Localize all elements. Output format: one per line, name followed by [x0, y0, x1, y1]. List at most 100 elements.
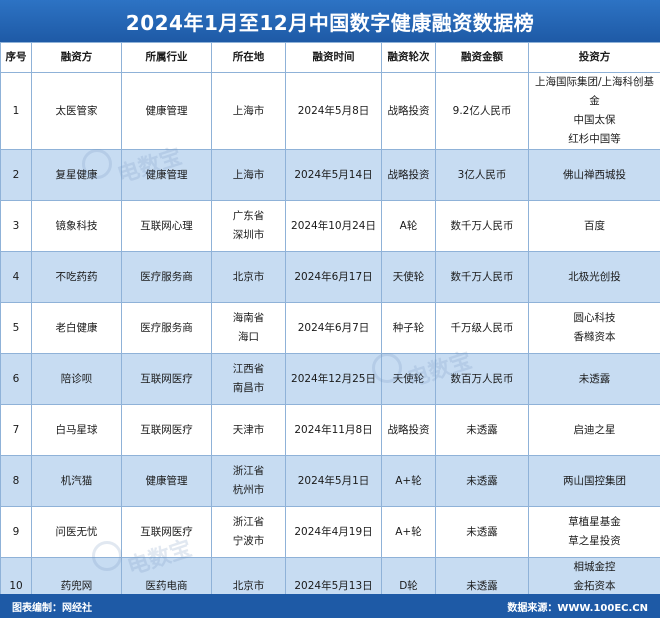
footer-bar: 图表编制：网经社 数据来源：WWW.100EC.CN	[0, 594, 660, 618]
cell-industry: 互联网医疗	[121, 353, 212, 405]
cell-location: 上海市	[211, 149, 286, 201]
cell-no: 2	[0, 149, 32, 201]
cell-round: 种子轮	[381, 302, 436, 354]
table-row: 1 太医管家 健康管理 上海市 2024年5月8日 战略投资 9.2亿人民币 上海国际集团/上…	[0, 72, 660, 150]
cell-no: 5	[0, 302, 32, 354]
cell-company: 不吃药药	[31, 251, 122, 303]
cell-investors-line: 上海国际集团/上海科创基金	[534, 76, 655, 107]
cell-round: 战略投资	[381, 404, 436, 456]
cell-investors-line: 香橼资本	[573, 331, 616, 343]
cell-industry: 互联网心理	[121, 200, 212, 252]
cell-location-line: 宁波市	[232, 535, 265, 547]
page-title: 2024年1月至12月中国数字健康融资数据榜	[125, 10, 535, 35]
cell-location-line: 天津市	[232, 423, 265, 436]
cell-date: 2024年5月1日	[285, 455, 382, 507]
financing-table: 序号 融资方 所属行业 所在地 融资时间 融资轮次 融资金额 投资方 1 太医管家…	[0, 42, 660, 616]
cell-round: 天使轮	[381, 353, 436, 405]
cell-investors-line: 草植星基金	[568, 516, 621, 528]
cell-industry: 医疗服务商	[121, 251, 212, 303]
header-company: 融资方	[31, 42, 122, 73]
cell-amount: 数千万人民币	[435, 251, 529, 303]
cell-date: 2024年5月14日	[285, 149, 382, 201]
cell-location: 广东省 深圳市	[211, 200, 286, 252]
cell-investors-line: 未透露	[578, 372, 611, 385]
footer-credit: 图表编制：网经社	[12, 602, 92, 614]
table-row: 8 机汽猫 健康管理 浙江省 杭州市 2024年5月1日 A+轮 未透露 两山国控集团	[0, 455, 660, 507]
cell-investors-line: 红杉中国等	[568, 133, 621, 145]
cell-investors-line: 圆心科技	[573, 312, 616, 324]
header-date: 融资时间	[285, 42, 382, 73]
cell-date: 2024年11月8日	[285, 404, 382, 456]
cell-industry: 健康管理	[121, 72, 212, 150]
cell-no: 9	[0, 506, 32, 558]
cell-date: 2024年4月19日	[285, 506, 382, 558]
cell-location: 浙江省 宁波市	[211, 506, 286, 558]
cell-round: 战略投资	[381, 72, 436, 150]
cell-industry: 互联网医疗	[121, 404, 212, 456]
cell-investors-line: 两山国控集团	[563, 474, 626, 487]
cell-location-line: 深圳市	[232, 229, 265, 241]
cell-industry: 健康管理	[121, 149, 212, 201]
table-row: 9 问医无忧 互联网医疗 浙江省 宁波市 2024年4月19日 A+轮 未透露 草植星基金 草之星…	[0, 506, 660, 558]
cell-amount: 未透露	[435, 455, 529, 507]
cell-no: 8	[0, 455, 32, 507]
cell-amount: 千万级人民币	[435, 302, 529, 354]
cell-investors: 上海国际集团/上海科创基金中国太保红杉中国等	[528, 72, 660, 150]
cell-investors: 启迪之星	[528, 404, 660, 456]
cell-amount: 未透露	[435, 506, 529, 558]
cell-date: 2024年6月7日	[285, 302, 382, 354]
cell-investors-line: 北极光创投	[568, 270, 621, 283]
cell-no: 7	[0, 404, 32, 456]
table-row: 4 不吃药药 医疗服务商 北京市 2024年6月17日 天使轮 数千万人民币 北极光创投	[0, 251, 660, 303]
cell-location-line: 江西省	[232, 363, 265, 375]
cell-round: 战略投资	[381, 149, 436, 201]
footer-source: 数据来源：WWW.100EC.CN	[507, 602, 648, 614]
cell-location-line: 北京市	[232, 270, 265, 283]
cell-amount: 数百万人民币	[435, 353, 529, 405]
cell-company: 白马星球	[31, 404, 122, 456]
cell-no: 4	[0, 251, 32, 303]
cell-no: 3	[0, 200, 32, 252]
cell-location-line: 上海市	[232, 104, 265, 117]
cell-no: 6	[0, 353, 32, 405]
cell-date: 2024年6月17日	[285, 251, 382, 303]
header-amount: 融资金额	[435, 42, 529, 73]
header-industry: 所属行业	[121, 42, 212, 73]
table-header-row: 序号 融资方 所属行业 所在地 融资时间 融资轮次 融资金额 投资方	[0, 42, 660, 73]
cell-investors-line: 中国太保	[573, 114, 616, 126]
header-round: 融资轮次	[381, 42, 436, 73]
cell-investors-line: 草之星投资	[568, 535, 621, 547]
cell-amount: 数千万人民币	[435, 200, 529, 252]
cell-location: 天津市	[211, 404, 286, 456]
cell-no: 1	[0, 72, 32, 150]
cell-industry: 健康管理	[121, 455, 212, 507]
cell-investors: 草植星基金草之星投资	[528, 506, 660, 558]
cell-investors-line: 金拓资本	[573, 580, 616, 592]
cell-amount: 3亿人民币	[435, 149, 529, 201]
cell-investors: 北极光创投	[528, 251, 660, 303]
cell-investors: 未透露	[528, 353, 660, 405]
table-row: 2 复星健康 健康管理 上海市 2024年5月14日 战略投资 3亿人民币 佛山禅西城投	[0, 149, 660, 201]
cell-investors: 圆心科技 香橼资本	[528, 302, 660, 354]
cell-date: 2024年10月24日	[285, 200, 382, 252]
cell-location-line: 浙江省	[232, 465, 265, 477]
cell-location-line: 广东省	[232, 210, 265, 222]
header-location: 所在地	[211, 42, 286, 73]
cell-amount: 未透露	[435, 404, 529, 456]
table-row: 7 白马星球 互联网医疗 天津市 2024年11月8日 战略投资 未透露 启迪之星	[0, 404, 660, 456]
cell-investors-line: 百度	[584, 219, 605, 232]
cell-company: 陪诊呗	[31, 353, 122, 405]
cell-investors-line: 相城金控	[573, 561, 616, 573]
cell-location-line: 上海市	[232, 168, 265, 181]
cell-industry: 医疗服务商	[121, 302, 212, 354]
cell-location-line: 北京市	[232, 580, 265, 592]
cell-round: A轮	[381, 200, 436, 252]
cell-company: 老白健康	[31, 302, 122, 354]
cell-location: 江西省 南昌市	[211, 353, 286, 405]
cell-location-line: 海口	[238, 331, 259, 343]
table-row: 6 陪诊呗 互联网医疗 江西省 南昌市 2024年12月25日 天使轮 数百万人民币 未透露	[0, 353, 660, 405]
cell-company: 复星健康	[31, 149, 122, 201]
cell-round: A+轮	[381, 455, 436, 507]
cell-date: 2024年12月25日	[285, 353, 382, 405]
cell-investors: 百度	[528, 200, 660, 252]
